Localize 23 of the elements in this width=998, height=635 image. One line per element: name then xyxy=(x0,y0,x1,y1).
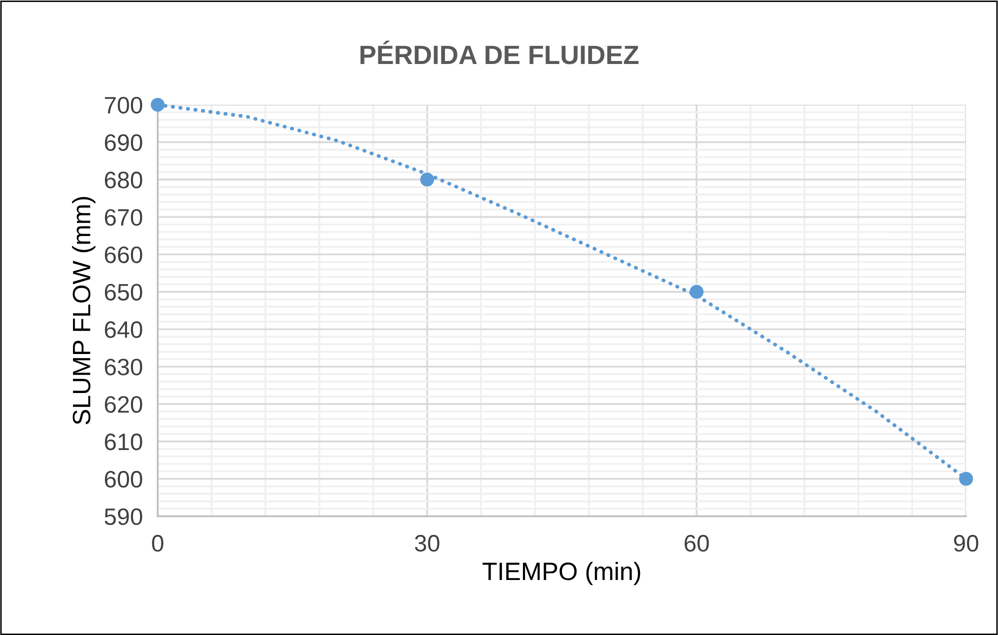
y-tick-label: 630 xyxy=(104,358,142,376)
y-tick-label: 650 xyxy=(104,284,142,301)
point xyxy=(420,172,434,187)
x-tick-label: 60 xyxy=(684,534,709,552)
point xyxy=(959,472,974,486)
y-tick-label: 690 xyxy=(104,134,142,151)
y-tick-label: 600 xyxy=(104,470,142,488)
x-axis-title: TIEMPO (min) xyxy=(482,562,640,586)
x-tick-label: 90 xyxy=(954,534,978,552)
y-tick-label: 670 xyxy=(104,209,142,226)
y-tick-label: 610 xyxy=(104,434,142,450)
x-tick-label: 30 xyxy=(414,534,440,552)
y-axis-title: SLUMP FLOW (mm) xyxy=(72,197,96,424)
chart-title: PÉRDIDA DE FLUIDEZ xyxy=(360,40,638,64)
y-tick-label: 660 xyxy=(104,246,142,264)
point xyxy=(690,284,704,299)
y-tick-label: 620 xyxy=(104,396,142,413)
y-tick-label: 680 xyxy=(104,172,142,188)
y-tick-label: 700 xyxy=(104,96,142,114)
point xyxy=(150,98,165,112)
y-tick-label: 640 xyxy=(104,321,142,338)
y-tick-label: 590 xyxy=(104,508,142,526)
x-tick-label: 0 xyxy=(152,534,164,552)
